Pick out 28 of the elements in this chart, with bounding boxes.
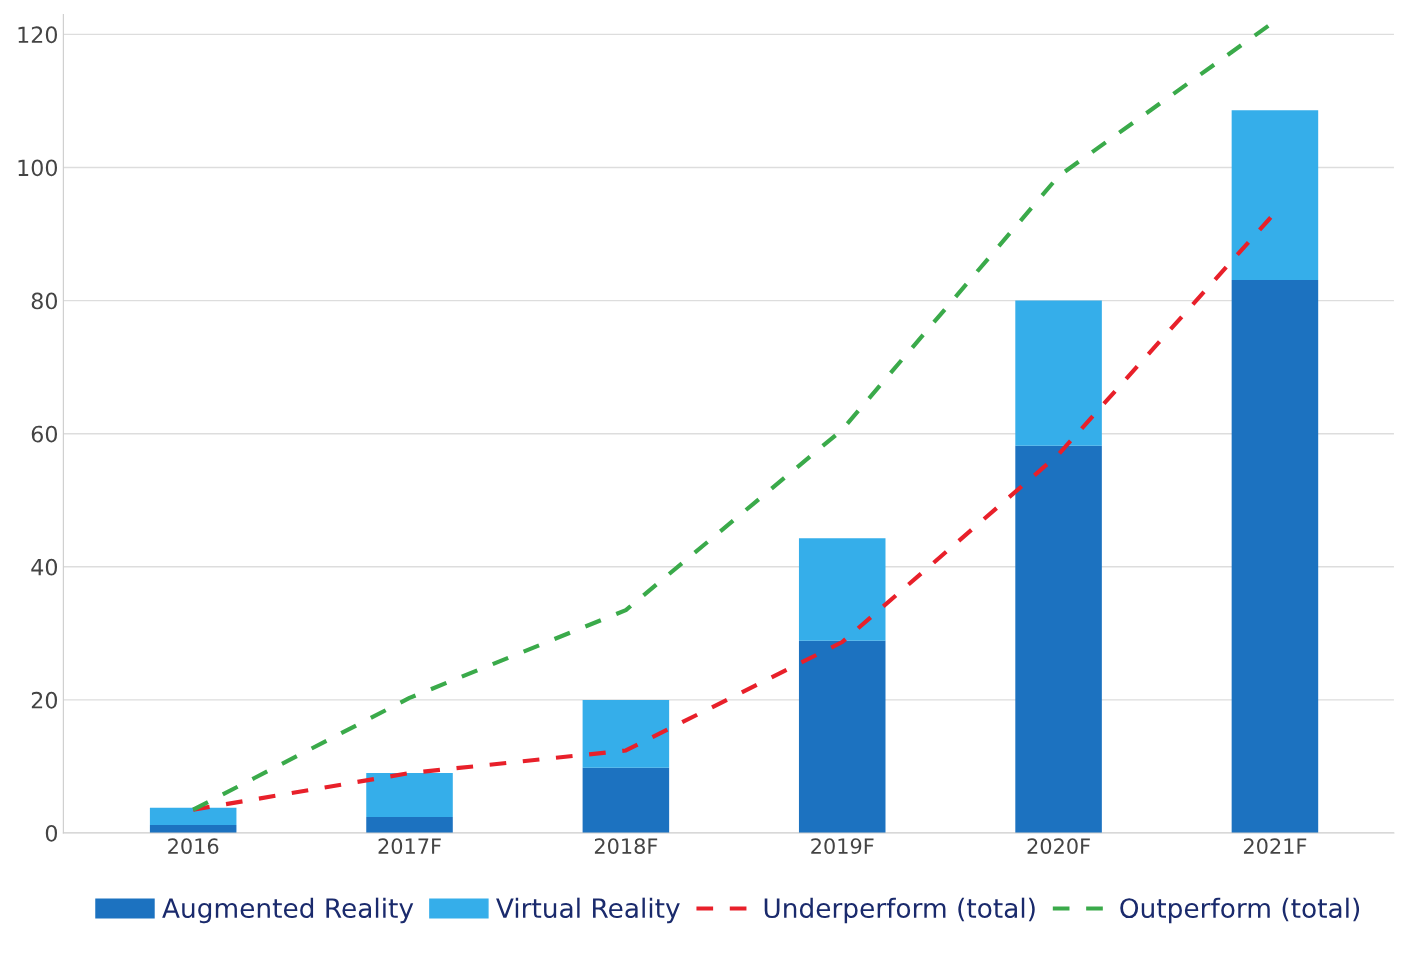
x-tick-label: 2021F <box>1243 838 1307 854</box>
legend-label: Underperform (total) <box>764 897 1035 924</box>
bar <box>1015 300 1102 446</box>
legend-label: Augmented Reality <box>162 897 414 924</box>
x-tick-label: 2016 <box>168 838 219 854</box>
y-tick-label: 0 <box>45 824 58 842</box>
bar <box>798 640 886 833</box>
bar <box>1231 110 1319 280</box>
y-tick-label: 120 <box>18 26 58 44</box>
bar <box>1015 445 1102 833</box>
y-tick-label: 80 <box>31 292 58 310</box>
bar <box>582 699 670 768</box>
bar <box>582 767 670 833</box>
x-tick-label: 2019F <box>811 838 874 854</box>
bar <box>366 773 453 818</box>
y-tick-label: 100 <box>18 159 58 177</box>
x-tick-label: 2018F <box>594 838 658 854</box>
bar <box>366 817 453 833</box>
bar <box>149 807 237 826</box>
x-tick-label: 2017F <box>378 838 441 854</box>
y-tick-label: 20 <box>31 691 58 709</box>
legend-label: Virtual Reality <box>496 897 680 924</box>
x-tick-label: 2020F <box>1027 838 1090 854</box>
y-tick-label: 60 <box>31 425 58 443</box>
y-tick-label: 40 <box>31 558 58 576</box>
bar <box>1231 279 1319 833</box>
legend-label: Outperform (total) <box>1120 897 1360 924</box>
bar <box>798 538 886 641</box>
